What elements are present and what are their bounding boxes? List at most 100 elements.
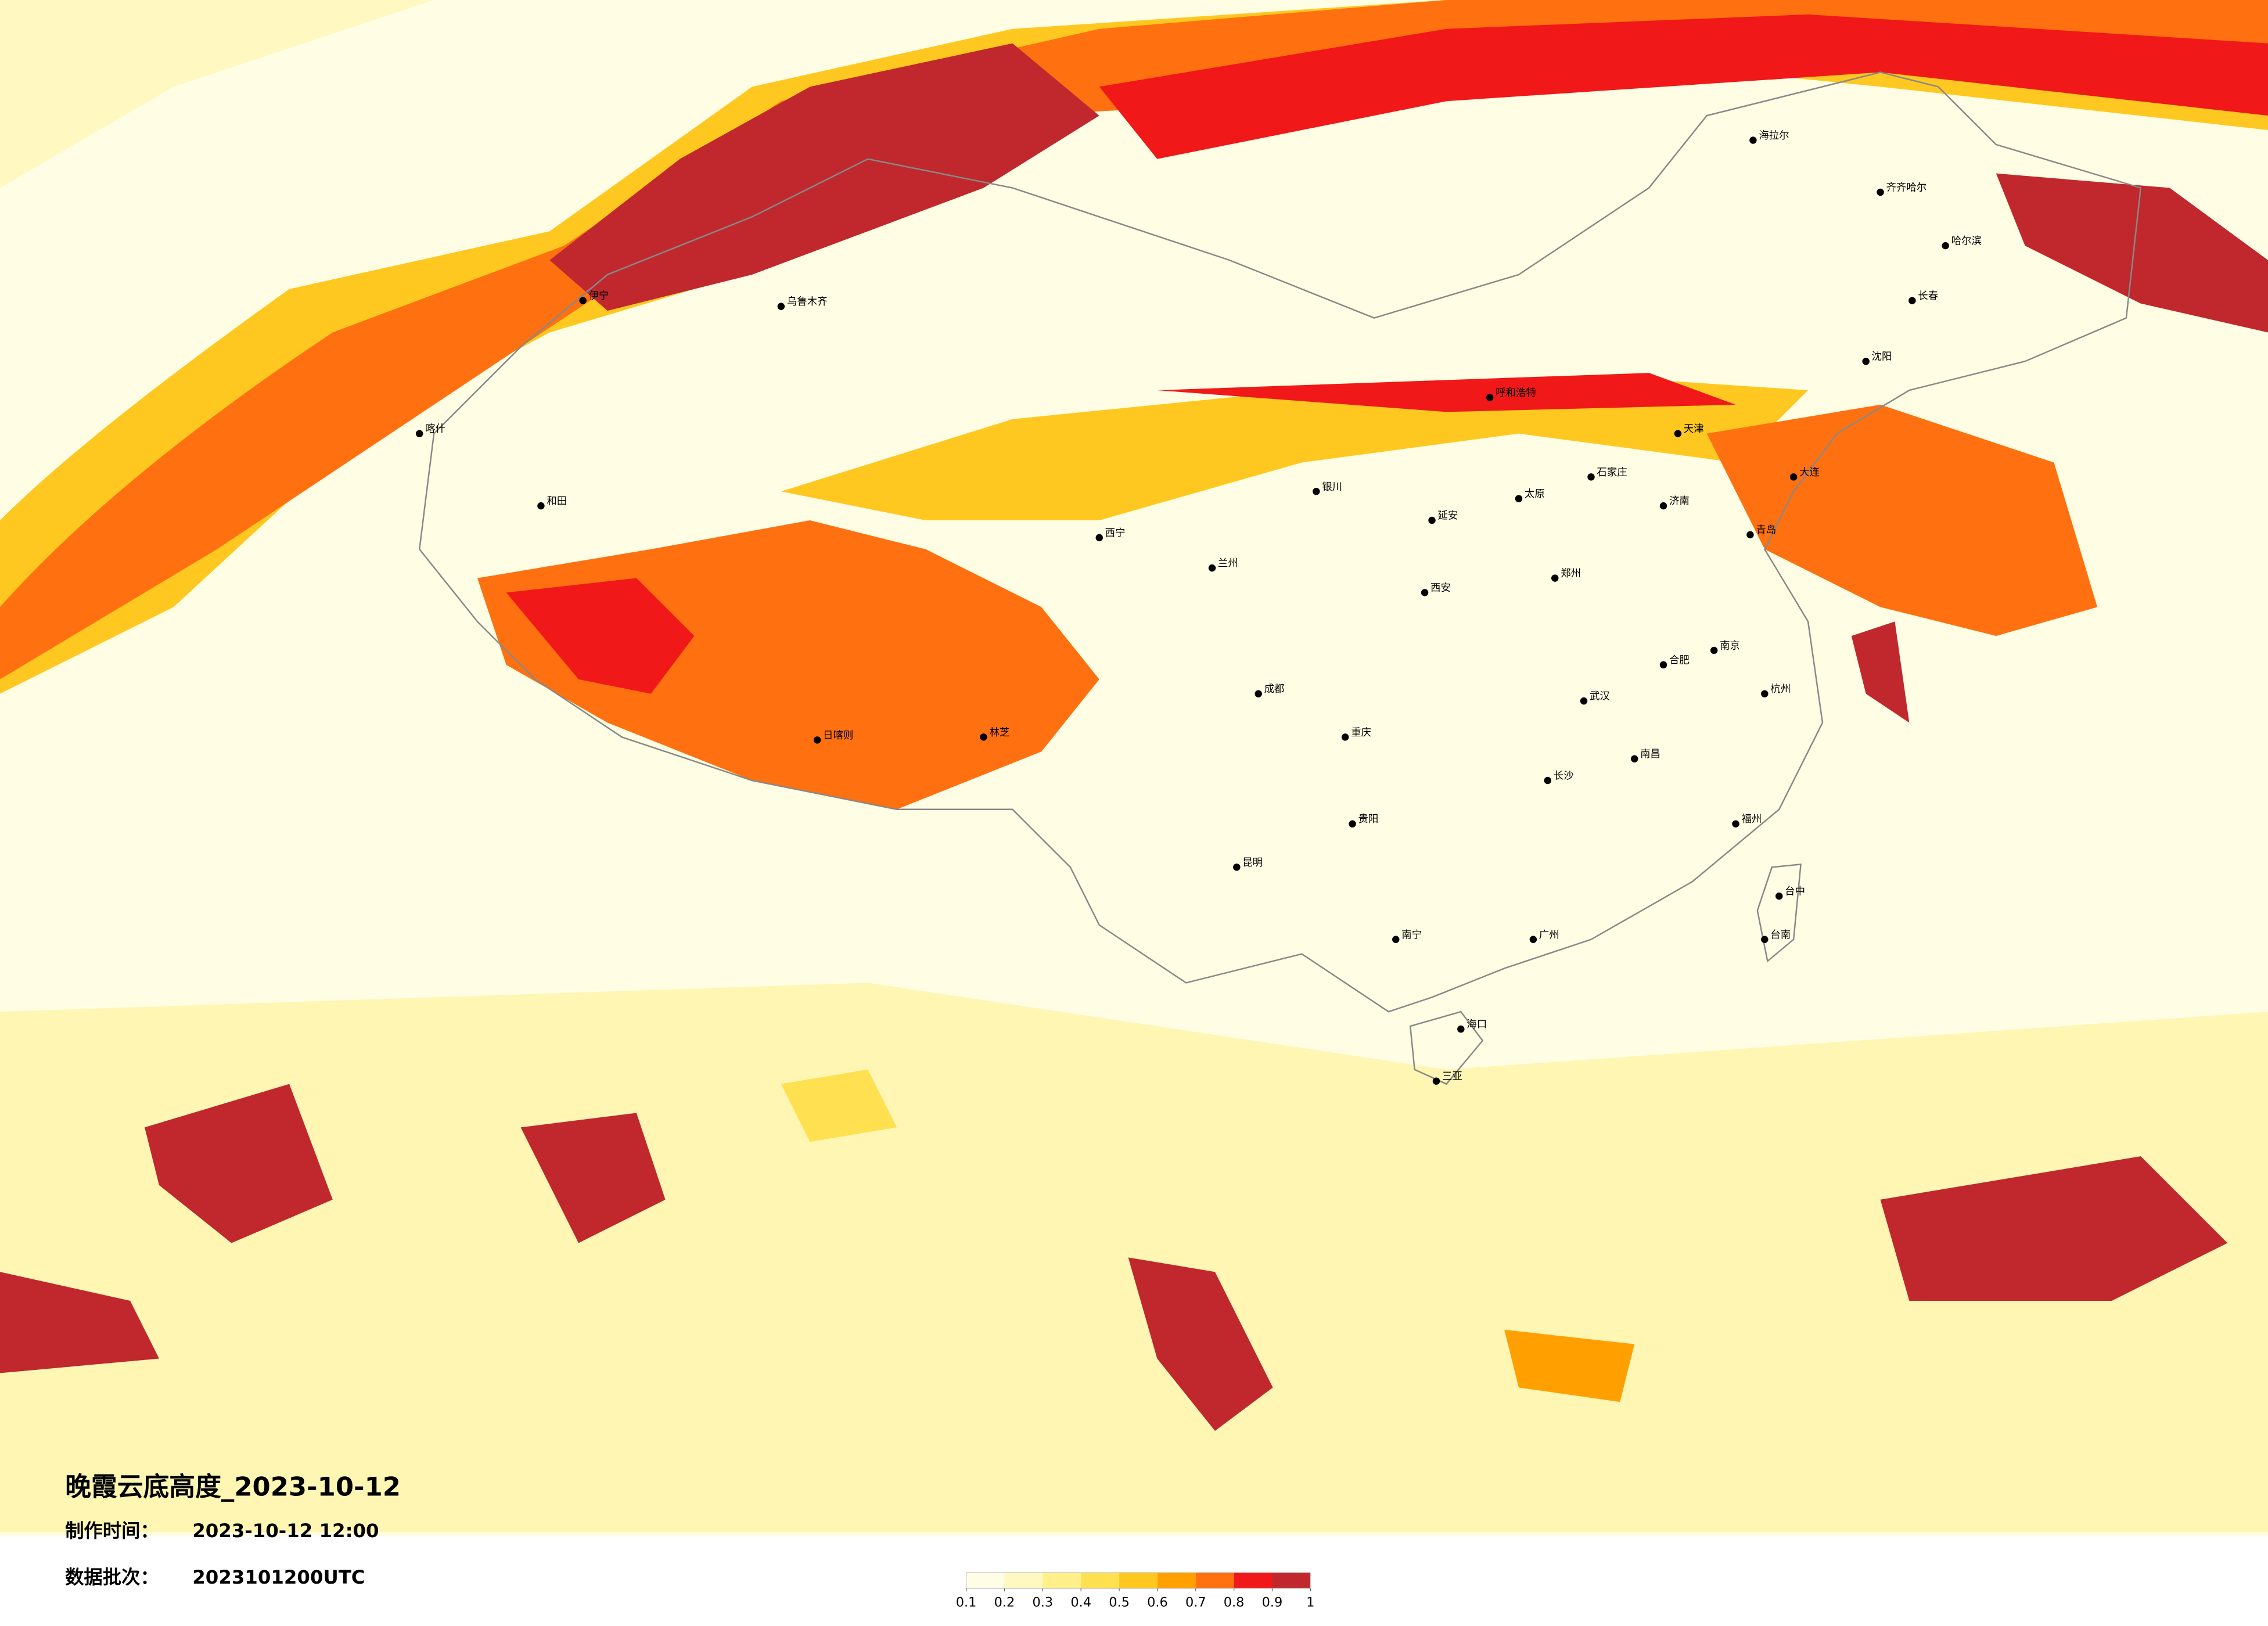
city-label: 海口 xyxy=(1467,1019,1487,1031)
city-dot xyxy=(1095,534,1103,542)
city-label: 南昌 xyxy=(1640,749,1660,760)
city-label: 伊宁 xyxy=(589,290,609,302)
city-label: 昆明 xyxy=(1242,857,1263,869)
city-label: 郑州 xyxy=(1561,568,1581,580)
colorbar-tick-label: 0.3 xyxy=(1033,1595,1054,1610)
colorbar-tick-label: 0.4 xyxy=(1070,1595,1091,1610)
city-dot xyxy=(1233,864,1241,871)
city-dot xyxy=(1862,358,1870,365)
city-dot xyxy=(813,736,821,744)
city-label: 台南 xyxy=(1770,929,1791,941)
city-dot xyxy=(1580,697,1588,705)
colorbar-tick-label: 0.1 xyxy=(956,1595,977,1610)
city-label: 武汉 xyxy=(1590,691,1610,703)
city-label: 台中 xyxy=(1785,886,1805,898)
colorbar-bin xyxy=(1195,1572,1234,1589)
city-label: 和田 xyxy=(547,496,567,508)
city-label: 南京 xyxy=(1720,641,1740,652)
country-border xyxy=(418,71,2142,1013)
city-label: 西安 xyxy=(1430,582,1451,594)
city-label: 兰州 xyxy=(1218,558,1238,570)
city-dot xyxy=(415,430,423,437)
city-dot xyxy=(1544,776,1551,785)
city-label: 重庆 xyxy=(1351,727,1371,739)
city-dot xyxy=(1349,820,1356,828)
city-label: 长春 xyxy=(1918,290,1938,302)
colorbar-bin xyxy=(1004,1572,1043,1589)
city-dot xyxy=(1432,1077,1440,1085)
city-dot xyxy=(1255,690,1262,697)
city-label: 三亚 xyxy=(1442,1071,1462,1082)
colorbar-tick-label: 0.8 xyxy=(1224,1595,1245,1610)
city-label: 杭州 xyxy=(1770,684,1791,695)
city-label: 哈尔滨 xyxy=(1951,236,1982,247)
city-label: 福州 xyxy=(1741,814,1762,825)
city-label: 林芝 xyxy=(989,727,1009,739)
colorbar-tick-label: 0.2 xyxy=(994,1595,1015,1610)
city-label: 济南 xyxy=(1669,496,1690,508)
city-label: 成都 xyxy=(1264,684,1285,695)
city-label: 合肥 xyxy=(1669,654,1690,666)
city-dot xyxy=(1208,564,1216,572)
colorbar-bin xyxy=(1157,1572,1196,1589)
city-label: 青岛 xyxy=(1756,524,1776,536)
city-dot xyxy=(1529,936,1537,943)
city-dot xyxy=(1789,473,1798,481)
city-dot xyxy=(1515,495,1523,502)
city-dot xyxy=(1746,531,1754,539)
city-dot xyxy=(1877,188,1884,196)
city-dot xyxy=(1313,488,1320,495)
city-label: 日喀则 xyxy=(823,730,853,742)
city-dot xyxy=(1392,936,1400,943)
city-dot xyxy=(1761,936,1769,943)
city-dot xyxy=(1761,690,1769,697)
city-dot xyxy=(1674,430,1682,437)
city-dot xyxy=(1659,661,1667,669)
colorbar-bin xyxy=(1272,1572,1311,1589)
city-label: 沈阳 xyxy=(1872,351,1892,363)
colorbar-tick-label: 0.7 xyxy=(1185,1595,1206,1610)
city-dot xyxy=(1659,502,1667,510)
city-label: 西宁 xyxy=(1105,527,1126,539)
colorbar-tick-label: 0.9 xyxy=(1262,1595,1283,1610)
city-dot xyxy=(980,733,987,741)
colorbar-tick-label: 0.5 xyxy=(1109,1595,1130,1610)
colorbar-bin xyxy=(1043,1572,1081,1589)
city-dot xyxy=(579,297,587,304)
colorbar-frame xyxy=(965,1572,1311,1589)
city-dot xyxy=(1732,820,1739,828)
city-label: 乌鲁木齐 xyxy=(787,296,828,308)
city-label: 贵阳 xyxy=(1358,814,1379,825)
city-dot xyxy=(1551,574,1559,582)
city-label: 天津 xyxy=(1684,423,1704,435)
city-dot xyxy=(1908,297,1916,304)
colorbar-tick-label: 0.6 xyxy=(1147,1595,1168,1610)
city-label: 广州 xyxy=(1539,929,1559,941)
city-dot xyxy=(1587,473,1595,481)
city-dot xyxy=(1710,646,1718,654)
island-border xyxy=(1409,1010,1484,1085)
city-label: 大连 xyxy=(1799,467,1820,479)
batch: 2023101200UTC xyxy=(192,1566,365,1588)
city-label: 石家庄 xyxy=(1597,467,1627,479)
city-dot xyxy=(1486,394,1494,401)
city-label: 喀什 xyxy=(425,423,445,435)
city-dot xyxy=(1630,755,1638,762)
colorbar-bin xyxy=(1081,1572,1120,1589)
city-dot xyxy=(1457,1025,1465,1033)
city-dot xyxy=(1428,516,1436,524)
batch-label: 数据批次： xyxy=(65,1566,159,1588)
colorbar-tick-label: 1 xyxy=(1306,1595,1314,1610)
city-label: 长沙 xyxy=(1554,771,1574,782)
city-dot xyxy=(1421,589,1429,596)
city-label: 南宁 xyxy=(1401,929,1422,941)
city-dot xyxy=(1775,892,1783,900)
island-border xyxy=(1756,863,1802,963)
city-label: 海拉尔 xyxy=(1759,130,1789,142)
made-label: 制作时间： xyxy=(65,1520,159,1542)
city-dot xyxy=(1749,136,1757,144)
colorbar: 0.1 0.2 0.3 0.4 0.5 0.6 0.7 0.8 0.9 1 xyxy=(956,1572,1314,1610)
colorbar-bin xyxy=(1234,1572,1273,1589)
